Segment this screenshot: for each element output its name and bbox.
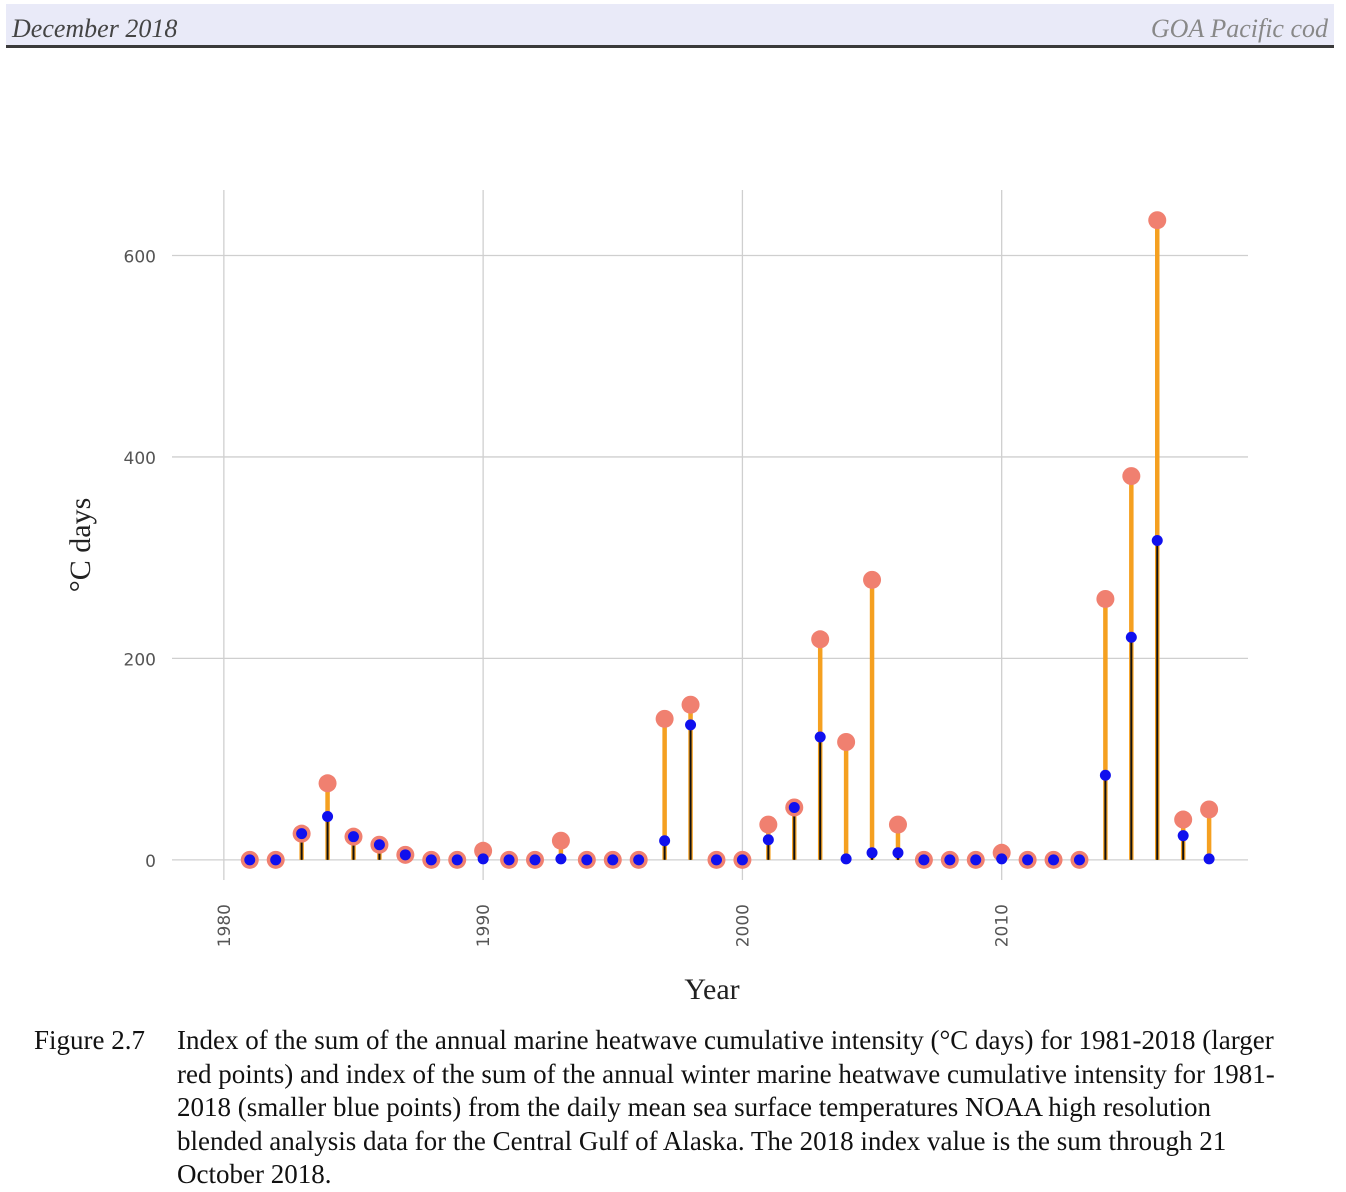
y-tick-label: 0: [145, 852, 156, 872]
winter-point: [892, 847, 904, 859]
winter-point: [1048, 854, 1060, 866]
winter-point: [685, 719, 697, 731]
winter-point: [296, 828, 308, 840]
annual-point: [759, 815, 778, 834]
annual-point: [474, 841, 493, 860]
annual-point: [811, 630, 830, 649]
annual-point: [551, 831, 570, 850]
page-header: December 2018 GOA Pacific cod: [6, 4, 1334, 48]
header-title: GOA Pacific cod: [1150, 14, 1328, 43]
annual-point: [318, 774, 337, 793]
x-tick-label: 1980: [215, 904, 235, 947]
annual-point: [681, 695, 700, 714]
annual-point: [888, 815, 907, 834]
winter-point: [1022, 854, 1034, 866]
winter-point: [736, 854, 748, 866]
winter-point: [451, 854, 463, 866]
x-tick-label: 2000: [733, 904, 753, 947]
winter-point: [607, 854, 619, 866]
y-tick-label: 600: [124, 247, 156, 267]
annual-point: [655, 709, 674, 728]
winter-point: [814, 731, 826, 743]
winter-point: [270, 854, 282, 866]
winter-point: [322, 811, 334, 823]
winter-point: [788, 801, 800, 813]
annual-point: [863, 570, 882, 589]
annual-point: [1096, 589, 1115, 608]
header-date: December 2018: [12, 14, 178, 43]
figure-label: Figure 2.7: [34, 1025, 145, 1055]
annual-point: [837, 733, 856, 751]
winter-point: [970, 854, 982, 866]
tick-labels: 0 200 400 600 1980 1990 2000 2010: [124, 247, 1013, 947]
winter-point: [1203, 853, 1215, 865]
winter-point: [1177, 830, 1189, 842]
winter-point: [373, 839, 385, 851]
y-tick-label: 200: [124, 650, 156, 670]
winter-point: [477, 853, 489, 865]
winter-point: [944, 854, 956, 866]
winter-point: [555, 853, 567, 865]
annual-point: [1122, 467, 1141, 486]
stems: [299, 220, 1212, 860]
winter-point: [840, 853, 852, 865]
winter-point: [918, 854, 930, 866]
x-tick-label: 1990: [474, 904, 494, 947]
winter-point: [1125, 631, 1137, 643]
winter-point: [1073, 854, 1085, 866]
winter-point: [762, 834, 774, 846]
winter-point: [503, 854, 515, 866]
annual-point: [1174, 810, 1193, 829]
y-tick-label: 400: [124, 449, 156, 469]
points: [240, 211, 1219, 869]
winter-point: [633, 854, 645, 866]
annual-point: [1148, 211, 1167, 230]
winter-point: [399, 849, 411, 861]
y-axis-label: °C days: [64, 498, 97, 593]
winter-point: [1151, 535, 1163, 547]
winter-point: [996, 853, 1008, 865]
winter-point: [347, 831, 359, 843]
winter-point: [425, 854, 437, 866]
winter-point: [710, 854, 722, 866]
winter-point: [659, 835, 671, 847]
winter-point: [1099, 769, 1111, 781]
winter-point: [866, 847, 878, 859]
figure-caption-text: Index of the sum of the annual marine he…: [177, 1025, 1275, 1189]
annual-point: [1200, 800, 1219, 819]
winter-point: [581, 854, 593, 866]
winter-point: [529, 854, 541, 866]
heatwave-chart: 0 200 400 600 1980 1990 2000 2010 Year °C days: [64, 190, 1248, 1006]
x-axis-label: Year: [684, 973, 739, 1006]
winter-point: [244, 854, 256, 866]
x-tick-label: 2010: [993, 904, 1013, 947]
